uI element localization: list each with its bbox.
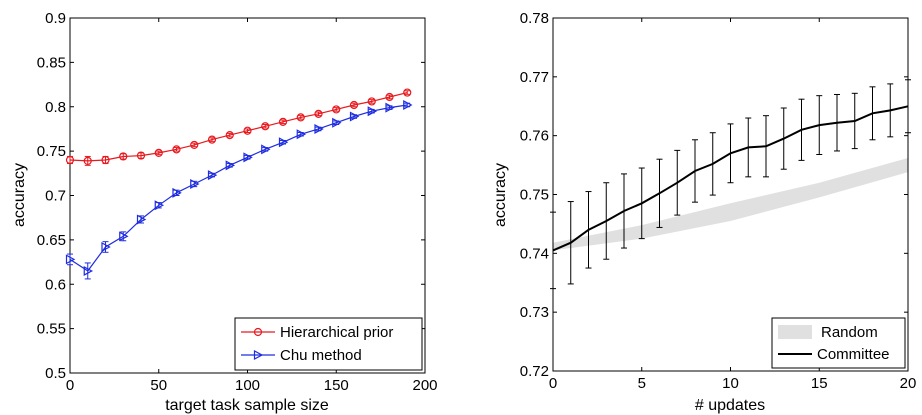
data-point	[207, 170, 218, 181]
data-point	[296, 113, 305, 122]
y-tick-label: 0.74	[520, 245, 549, 262]
legend-label: Committee	[817, 346, 890, 363]
series-0	[65, 88, 412, 166]
y-tick-label: 0.76	[520, 128, 549, 145]
y-tick-label: 0.5	[45, 365, 66, 382]
x-axis-label: # updates	[695, 397, 765, 414]
data-point	[385, 92, 394, 102]
y-tick-label: 0.8	[45, 99, 66, 116]
y-tick-label: 0.78	[520, 10, 549, 27]
x-tick-label: 10	[722, 375, 739, 392]
data-point	[332, 105, 341, 114]
legend-label: Chu method	[280, 347, 362, 364]
data-point	[83, 156, 92, 165]
data-point	[385, 102, 395, 113]
data-point	[332, 117, 342, 128]
y-tick-label: 0.73	[520, 304, 549, 321]
data-point	[314, 109, 323, 118]
data-point	[172, 187, 182, 198]
data-point	[119, 231, 129, 242]
y-axis-label: accuracy	[492, 163, 509, 227]
data-point	[278, 137, 289, 148]
y-tick-label: 0.72	[520, 363, 549, 380]
data-point	[243, 152, 253, 163]
data-point	[349, 100, 359, 110]
data-point	[314, 123, 324, 134]
x-tick-label: 100	[235, 377, 260, 394]
y-tick-label: 0.9	[45, 10, 66, 27]
data-point	[83, 265, 94, 276]
y-axis-label: accuracy	[11, 163, 28, 227]
x-tick-label: 0	[66, 377, 74, 394]
x-axis-label: target task sample size	[165, 397, 329, 414]
y-tick-label: 0.77	[520, 69, 549, 86]
data-point	[403, 99, 413, 110]
series-0	[550, 79, 911, 290]
x-tick-label: 20	[900, 375, 917, 392]
data-point	[349, 111, 360, 122]
data-point	[65, 155, 75, 165]
y-tick-label: 0.7	[45, 188, 66, 205]
legend-label: Hierarchical prior	[280, 324, 393, 341]
y-tick-label: 0.85	[37, 54, 66, 71]
data-point	[243, 126, 252, 135]
data-point	[367, 106, 378, 117]
x-tick-label: 15	[811, 375, 828, 392]
data-point	[136, 151, 146, 160]
x-tick-label: 5	[638, 375, 646, 392]
data-point	[207, 135, 217, 144]
y-tick-label: 0.65	[37, 232, 66, 249]
x-tick-label: 50	[150, 377, 167, 394]
data-point	[296, 129, 307, 140]
x-tick-label: 200	[412, 377, 437, 394]
legend-swatch-marker	[253, 350, 264, 360]
data-point	[225, 131, 234, 140]
x-tick-label: 0	[549, 375, 557, 392]
legend-swatch-band	[778, 325, 812, 339]
data-point	[367, 97, 376, 106]
data-point	[261, 122, 270, 131]
data-point	[261, 144, 271, 155]
data-point	[101, 241, 111, 252]
data-point	[278, 117, 288, 126]
data-point	[190, 178, 200, 189]
legend-swatch-marker	[253, 327, 263, 337]
data-point	[65, 254, 76, 265]
data-point	[190, 140, 199, 150]
data-point	[154, 200, 165, 211]
data-point	[101, 155, 110, 165]
left-chart: 0 50 100 150 200 0.5 0.55 0.6 0.65 0.7 0.75 0.8 0.85…	[11, 10, 438, 414]
series-line	[552, 105, 909, 252]
data-point	[403, 88, 412, 97]
series-line	[69, 104, 408, 272]
legend: Random Committee	[771, 317, 906, 369]
y-tick-label: 0.55	[37, 321, 66, 338]
data-point	[172, 145, 181, 154]
data-point	[225, 160, 236, 171]
data-point	[136, 214, 147, 225]
legend-label: Random	[821, 324, 878, 341]
right-chart: 0 5 10 15 20 0.72 0.73 0.74 0.75 0.76 0.77 0.78 # up…	[492, 10, 916, 414]
y-tick-label: 0.6	[45, 276, 66, 293]
y-tick-label: 0.75	[520, 187, 549, 204]
legend: Hierarchical prior Chu method	[234, 317, 423, 371]
legend-box	[234, 317, 423, 371]
x-tick-label: 150	[324, 377, 349, 394]
series-1	[65, 99, 413, 280]
data-point	[154, 148, 163, 157]
data-point	[119, 152, 128, 161]
y-tick-label: 0.75	[37, 143, 66, 160]
